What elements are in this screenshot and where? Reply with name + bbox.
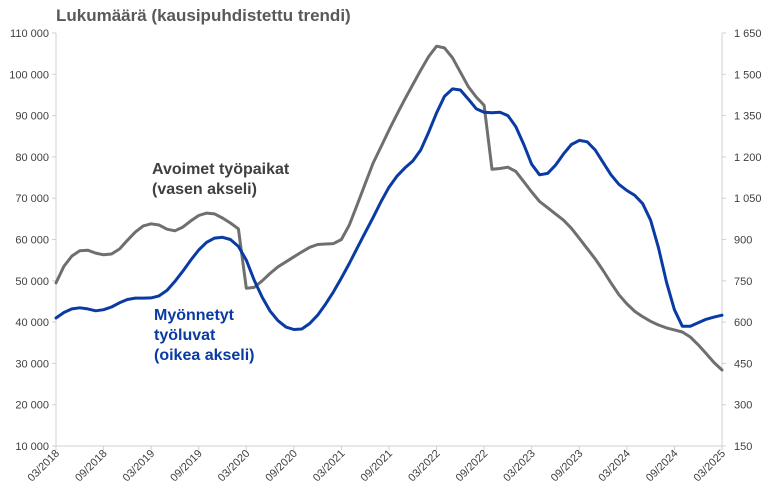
axes-group: 10 000 20 000 30 000 40 000 50 000 60 000 70 0…	[9, 28, 761, 484]
right-tick-label: 900	[734, 235, 752, 247]
x-tick-label: 09/2018	[73, 448, 110, 485]
series-line-work-permits	[54, 87, 724, 331]
left-tick-label: 70 000	[15, 193, 49, 205]
left-tick-label: 30 000	[15, 358, 49, 370]
right-tick-label: 300	[734, 400, 752, 412]
x-tick-label: 03/2021	[311, 448, 348, 485]
annotation-work-permits: Myönnetyt työluvat (oikea akseli)	[154, 306, 255, 366]
x-tick-label: 03/2022	[406, 448, 443, 485]
x-tick-label: 03/2018	[26, 448, 63, 485]
series-lines-group	[54, 44, 724, 372]
x-tick-label: 09/2019	[168, 448, 205, 485]
x-tick-label: 03/2020	[216, 448, 253, 485]
annotation-open-vacancies: Avoimet työpaikat (vasen akseli)	[152, 160, 289, 200]
x-tick-label: 09/2020	[263, 448, 300, 485]
x-tick-label: 09/2022	[454, 448, 491, 485]
annotation-line: Avoimet työpaikat	[152, 161, 290, 178]
right-tick-label: 1 050	[734, 193, 762, 205]
left-tick-label: 50 000	[15, 276, 49, 288]
annotation-line: (vasen akseli)	[152, 181, 257, 198]
chart-title: Lukumäärä (kausipuhdistettu trendi)	[56, 6, 351, 25]
x-tick-label: 09/2021	[359, 448, 396, 485]
x-tick-label: 03/2025	[692, 448, 729, 485]
x-tick-label: 09/2023	[549, 448, 586, 485]
right-tick-label: 1 350	[734, 111, 762, 123]
annotation-line: työluvat	[154, 327, 216, 344]
x-tick-label: 03/2023	[501, 448, 538, 485]
right-tick-label: 450	[734, 358, 752, 370]
left-tick-label: 20 000	[15, 400, 49, 412]
x-tick-label: 03/2019	[121, 448, 158, 485]
right-tick-label: 150	[734, 441, 752, 453]
left-tick-label: 80 000	[15, 152, 49, 164]
right-tick-label: 1 500	[734, 69, 762, 81]
right-tick-label: 1 200	[734, 152, 762, 164]
left-tick-label: 100 000	[9, 69, 49, 81]
left-tick-label: 110 000	[10, 28, 49, 40]
right-tick-label: 600	[734, 317, 752, 329]
left-tick-label: 40 000	[15, 317, 49, 329]
right-tick-label: 1 650	[734, 28, 762, 40]
x-tick-label: 03/2024	[596, 448, 633, 485]
annotation-line: Myönnetyt	[154, 307, 234, 324]
left-tick-label: 90 000	[15, 111, 49, 123]
left-tick-label: 10 000	[15, 441, 49, 453]
annotation-line: (oikea akseli)	[154, 347, 255, 364]
x-tick-label: 09/2024	[644, 448, 681, 485]
series-line-open-vacancies	[54, 44, 724, 372]
right-tick-label: 750	[734, 276, 752, 288]
left-tick-label: 60 000	[15, 235, 49, 247]
